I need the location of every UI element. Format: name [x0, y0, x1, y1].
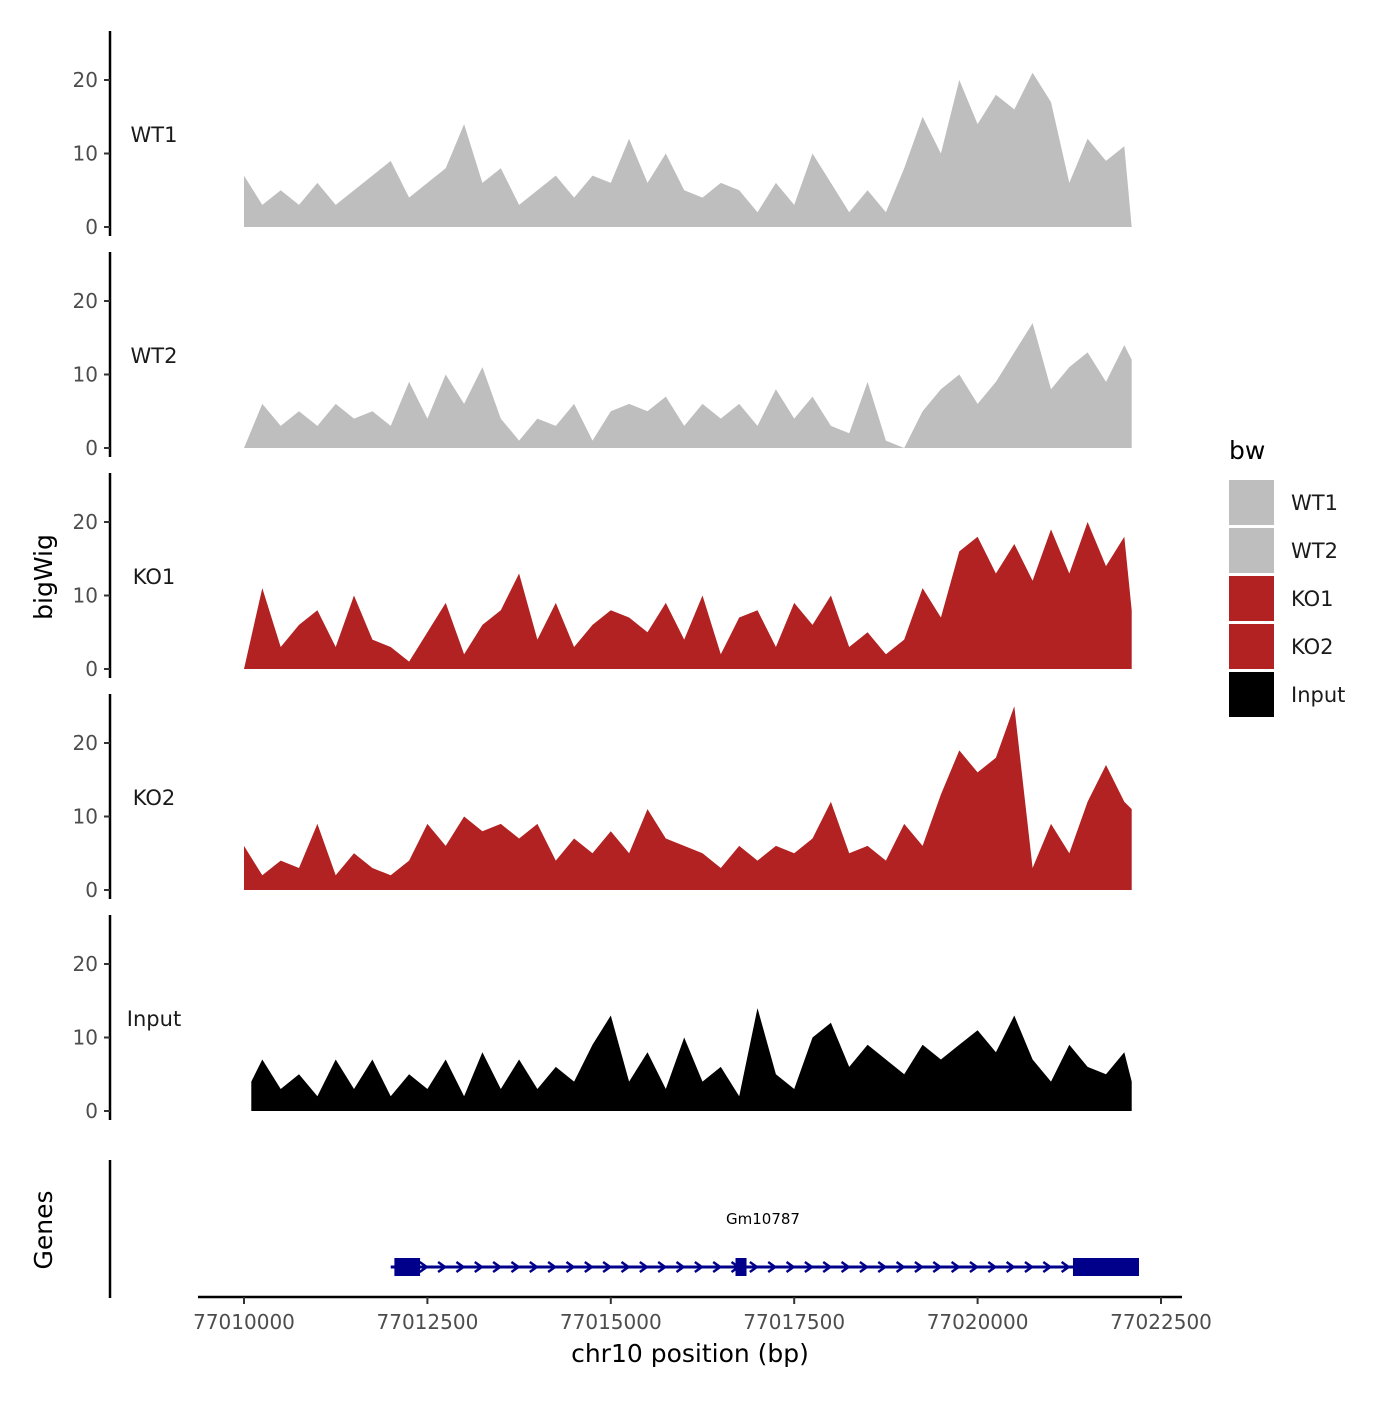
strand-arrow [584, 1260, 594, 1274]
track-area-ko2 [244, 706, 1132, 890]
gene-exon [735, 1258, 747, 1276]
legend-key-wt1 [1229, 480, 1274, 525]
legend-label: KO2 [1291, 635, 1334, 659]
x-tick-label: 77022500 [1110, 1310, 1212, 1334]
y-tick-label: 10 [73, 363, 98, 387]
legend-title: bw [1229, 436, 1265, 465]
x-tick-label: 77015000 [560, 1310, 662, 1334]
strand-arrow [785, 1260, 796, 1274]
gene-name-label: Gm10787 [726, 1210, 800, 1228]
y-tick-label: 10 [73, 1026, 98, 1050]
strand-arrow [492, 1260, 503, 1274]
y-tick-label: 20 [73, 731, 98, 755]
track-area-wt1 [244, 72, 1132, 227]
strand-arrow [565, 1260, 576, 1274]
strand-arrow [675, 1260, 686, 1274]
legend-key-ko2 [1229, 624, 1274, 669]
y-tick-label: 20 [73, 68, 98, 92]
strand-arrow [1024, 1260, 1035, 1274]
strand-arrow [987, 1260, 998, 1274]
x-tick-label: 77010000 [193, 1310, 295, 1334]
x-tick-label: 77017500 [743, 1310, 845, 1334]
strand-arrow [804, 1260, 815, 1274]
y-tick-label: 0 [85, 657, 98, 681]
strand-arrow [877, 1260, 888, 1274]
y-tick-label: 0 [85, 436, 98, 460]
strand-arrow [767, 1260, 778, 1274]
legend-label: WT2 [1291, 539, 1338, 563]
legend-key-wt2 [1229, 528, 1274, 573]
strand-arrow [657, 1260, 668, 1274]
strand-arrow [419, 1260, 429, 1274]
track-panel-wt2: 0 10 20 WT2 [73, 252, 1132, 460]
y-axis-title: bigWig [29, 534, 58, 620]
gene-exon [394, 1258, 421, 1276]
strand-arrow [840, 1260, 851, 1274]
track-panel-wt1: 0 10 20 WT1 [73, 31, 1132, 239]
legend-label: WT1 [1291, 491, 1338, 515]
genes-track: Genes Gm10787 [29, 1160, 1139, 1298]
strand-arrow [474, 1260, 484, 1274]
track-label: KO2 [133, 786, 176, 810]
strand-arrow [1005, 1260, 1016, 1274]
strand-arrow [437, 1260, 448, 1274]
strand-arrow [694, 1260, 704, 1274]
strand-arrow [749, 1260, 760, 1274]
x-tick-label: 77020000 [927, 1310, 1029, 1334]
strand-arrow [547, 1260, 558, 1274]
x-axis: chr10 position (bp) 77010000 77012500 7701… [193, 1295, 1212, 1368]
tracks-layer: 0 10 20 WT1 0 10 20 WT2 0 10 20 KO1 0 10 20 KO2 0 10 20 Inp… [73, 31, 1132, 1123]
genes-track-title: Genes [29, 1190, 58, 1269]
track-area-ko1 [244, 522, 1132, 669]
strand-arrow [620, 1260, 631, 1274]
strand-arrow [639, 1260, 649, 1274]
y-tick-label: 20 [73, 289, 98, 313]
y-tick-label: 20 [73, 952, 98, 976]
y-tick-label: 20 [73, 510, 98, 534]
y-tick-label: 0 [85, 1099, 98, 1123]
legend: bw WT1 WT2 KO1 KO2 Input [1229, 436, 1345, 717]
strand-arrow [932, 1260, 943, 1274]
strand-arrow [455, 1260, 466, 1274]
legend-key-input [1229, 672, 1274, 717]
y-tick-label: 10 [73, 805, 98, 829]
track-panel-input: 0 10 20 Input [73, 915, 1132, 1123]
legend-label: Input [1291, 683, 1345, 707]
strand-arrow [602, 1260, 613, 1274]
track-label: KO1 [133, 565, 176, 589]
track-panel-ko1: 0 10 20 KO1 [73, 473, 1132, 681]
strand-arrow [822, 1260, 833, 1274]
track-area-input [251, 1008, 1132, 1111]
x-axis-title: chr10 position (bp) [571, 1339, 809, 1368]
strand-arrow [969, 1260, 980, 1274]
strand-arrow [895, 1260, 906, 1274]
strand-arrow [859, 1260, 870, 1274]
strand-arrow [914, 1260, 925, 1274]
strand-arrow [1060, 1260, 1071, 1274]
track-label: WT2 [131, 344, 178, 368]
track-area-wt2 [244, 323, 1132, 448]
y-tick-label: 0 [85, 878, 98, 902]
strand-arrow [1042, 1260, 1053, 1274]
strand-arrow [712, 1260, 723, 1274]
strand-arrow [529, 1260, 539, 1274]
legend-label: KO1 [1291, 587, 1334, 611]
strand-arrow [510, 1260, 521, 1274]
track-label: Input [127, 1007, 181, 1031]
track-panel-ko2: 0 10 20 KO2 [73, 694, 1132, 902]
strand-arrow [950, 1260, 961, 1274]
y-tick-label: 10 [73, 584, 98, 608]
legend-key-ko1 [1229, 576, 1274, 621]
x-tick-label: 77012500 [377, 1310, 479, 1334]
y-tick-label: 10 [73, 142, 98, 166]
y-tick-label: 0 [85, 215, 98, 239]
track-label: WT1 [131, 123, 178, 147]
gene-exon [1072, 1258, 1139, 1276]
